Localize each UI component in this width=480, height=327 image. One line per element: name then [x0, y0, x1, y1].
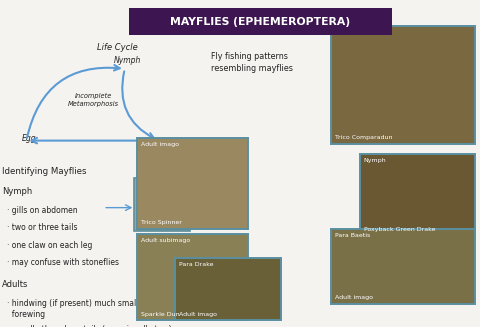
Text: Adult subimago: Adult subimago [141, 238, 190, 243]
Text: Life Cycle: Life Cycle [97, 43, 138, 52]
Text: Nymph: Nymph [364, 158, 386, 163]
Text: Para Drake: Para Drake [179, 262, 214, 267]
Text: · usually three long tails (occasionally two): · usually three long tails (occasionally… [7, 325, 172, 327]
Text: · may confuse with stoneflies: · may confuse with stoneflies [7, 258, 119, 267]
Text: Egg: Egg [22, 134, 36, 144]
Text: Adult imago: Adult imago [335, 295, 373, 300]
Text: Nymph: Nymph [113, 56, 141, 65]
FancyBboxPatch shape [137, 138, 248, 229]
FancyBboxPatch shape [175, 258, 281, 320]
Text: Trico Comparadun: Trico Comparadun [335, 135, 393, 140]
Text: · gills on abdomen: · gills on abdomen [7, 206, 78, 215]
Text: Adult: Adult [151, 146, 171, 155]
Text: Adults: Adults [2, 280, 29, 289]
Text: Nymph: Nymph [2, 187, 33, 196]
Text: Adult imago: Adult imago [141, 142, 179, 147]
Text: Incomplete
Metamorphosis: Incomplete Metamorphosis [68, 93, 119, 107]
Text: Para Baetis: Para Baetis [335, 233, 370, 238]
FancyBboxPatch shape [129, 8, 392, 35]
FancyBboxPatch shape [137, 234, 248, 320]
FancyBboxPatch shape [134, 178, 190, 231]
Text: Fly fishing patterns
resembling mayflies: Fly fishing patterns resembling mayflies [211, 52, 293, 73]
Text: · two or three tails: · two or three tails [7, 223, 78, 232]
Text: Poxyback Green Drake: Poxyback Green Drake [364, 227, 435, 232]
FancyBboxPatch shape [360, 154, 475, 235]
Text: Trico Spinner: Trico Spinner [141, 220, 181, 225]
Text: · hindwing (if present) much smaller than
  forewing: · hindwing (if present) much smaller tha… [7, 299, 167, 318]
Text: Adult imago: Adult imago [335, 30, 373, 35]
Text: Identifying Mayflies: Identifying Mayflies [2, 167, 87, 176]
FancyBboxPatch shape [331, 26, 475, 144]
Text: Sparkle Dun: Sparkle Dun [141, 312, 179, 317]
Text: Adult imago: Adult imago [179, 312, 217, 317]
Text: MAYFLIES (EPHEMEROPTERA): MAYFLIES (EPHEMEROPTERA) [170, 17, 350, 26]
FancyBboxPatch shape [331, 229, 475, 304]
Text: · one claw on each leg: · one claw on each leg [7, 241, 93, 250]
